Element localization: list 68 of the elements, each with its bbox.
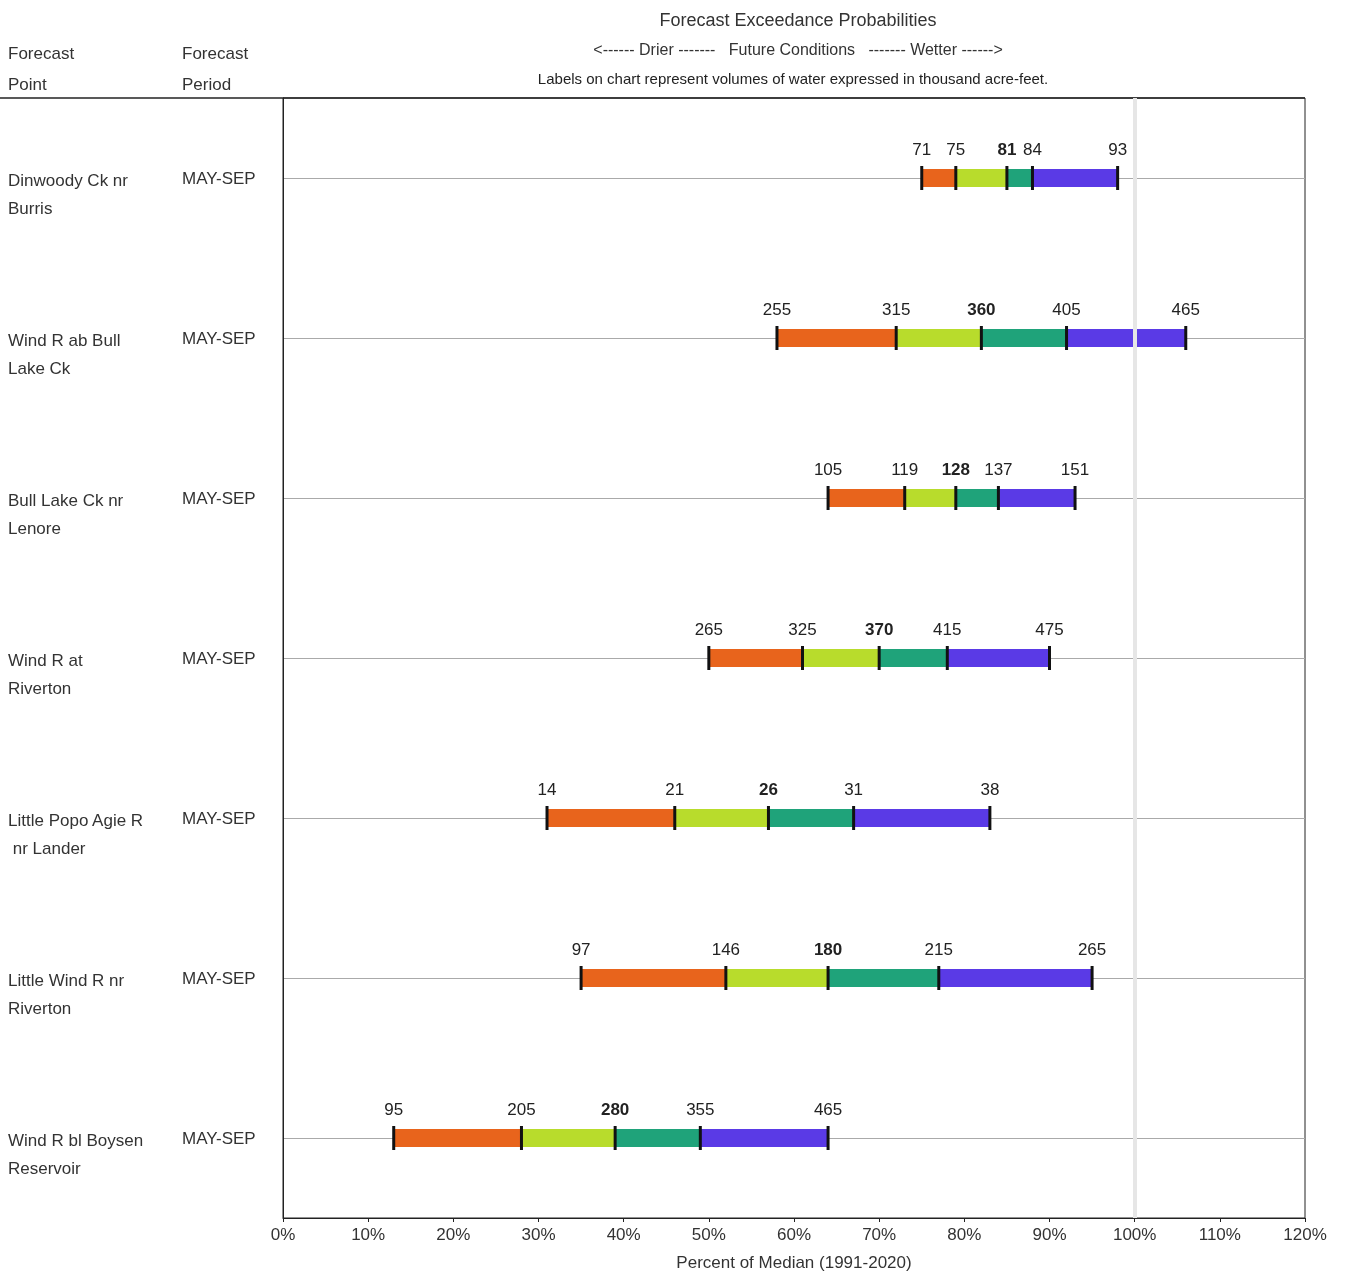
text: MAY-SEP bbox=[182, 968, 256, 988]
text: MAY-SEP bbox=[182, 328, 256, 348]
y-tick-label: Little Wind R nr Riverton bbox=[8, 970, 129, 1018]
annotation: 84 bbox=[1023, 140, 1042, 159]
annotation: 119 bbox=[891, 460, 919, 479]
y-tick-label: Wind R at Riverton bbox=[8, 650, 88, 698]
annotation: 180 bbox=[813, 940, 843, 959]
annotation: 95 bbox=[384, 1100, 404, 1119]
annotation: 415 bbox=[933, 620, 962, 639]
x-tick-label: 0% bbox=[270, 1225, 296, 1244]
annotation: 128 bbox=[941, 460, 970, 479]
annotation: 265 bbox=[1077, 940, 1107, 959]
x-tick-label: 30% bbox=[521, 1225, 556, 1244]
annotation: 137 bbox=[984, 460, 1013, 479]
annotation: 465 bbox=[1171, 300, 1200, 319]
y-tick-label: Little Popo Agie R nr Lander bbox=[8, 810, 144, 858]
annotation: 31 bbox=[844, 780, 864, 799]
annotation: 26 bbox=[758, 780, 778, 799]
annotation: 325 bbox=[788, 620, 817, 639]
annotation: 151 bbox=[1060, 460, 1090, 479]
annotation: 355 bbox=[686, 1100, 715, 1119]
x-tick-label: 110% bbox=[1198, 1225, 1241, 1244]
x-tick-label: 60% bbox=[776, 1225, 812, 1244]
x-tick-label: 50% bbox=[691, 1225, 726, 1244]
annotation: 475 bbox=[1035, 620, 1064, 639]
annotation: 14 bbox=[537, 780, 557, 799]
text: Labels on chart represent volumes of water expressed in thousand acre-feet. bbox=[537, 70, 1049, 87]
annotation: 38 bbox=[980, 780, 1000, 799]
annotation: 370 bbox=[864, 620, 894, 639]
text: Forecast Point bbox=[8, 44, 75, 94]
y-tick-label: Wind R bl Boysen Reservoir bbox=[8, 1130, 148, 1178]
annotation: 465 bbox=[813, 1100, 843, 1119]
annotation: 75 bbox=[946, 140, 966, 159]
annotation: 21 bbox=[665, 780, 685, 799]
annotation: 315 bbox=[882, 300, 911, 319]
annotation: 280 bbox=[600, 1100, 630, 1119]
annotation: 255 bbox=[762, 300, 792, 319]
annotation: 205 bbox=[507, 1100, 536, 1119]
y-tick-label: Dinwoody Ck nr Burris bbox=[8, 170, 133, 218]
annotation: 360 bbox=[967, 300, 996, 319]
chart-title: Forecast Exceedance Probabilities bbox=[659, 10, 937, 30]
x-axis-title: Percent of Median (1991-2020) bbox=[676, 1253, 912, 1272]
annotation: 71 bbox=[912, 140, 932, 159]
annotation: 81 bbox=[997, 140, 1017, 159]
y-tick-label: Wind R ab Bull Lake Ck bbox=[8, 330, 126, 378]
annotation: 93 bbox=[1108, 140, 1128, 159]
annotation: 215 bbox=[924, 940, 953, 959]
annotation: 105 bbox=[813, 460, 843, 479]
annotation: 97 bbox=[571, 940, 591, 959]
text: Forecast Period bbox=[182, 44, 249, 94]
text: MAY-SEP bbox=[182, 648, 256, 668]
x-tick-label: 100% bbox=[1112, 1225, 1157, 1244]
annotation: 146 bbox=[711, 940, 741, 959]
x-tick-label: 40% bbox=[606, 1225, 641, 1244]
x-tick-label: 80% bbox=[947, 1225, 982, 1244]
text: MAY-SEP bbox=[182, 1128, 256, 1148]
text: MAY-SEP bbox=[182, 488, 256, 508]
chart-subtitle: <------ Drier ------- Future Conditions ------- Wetter ------> bbox=[593, 40, 1003, 58]
x-tick-label: 90% bbox=[1032, 1225, 1067, 1244]
text: MAY-SEP bbox=[182, 808, 256, 828]
x-tick-label: 120% bbox=[1283, 1225, 1327, 1244]
annotation: 265 bbox=[694, 620, 724, 639]
text: MAY-SEP bbox=[182, 168, 256, 188]
x-tick-label: 20% bbox=[436, 1225, 471, 1244]
x-tick-label: 70% bbox=[862, 1225, 897, 1244]
x-tick-label: 10% bbox=[351, 1225, 386, 1244]
y-tick-label: Bull Lake Ck nr Lenore bbox=[8, 490, 128, 538]
annotation: 405 bbox=[1052, 300, 1081, 319]
